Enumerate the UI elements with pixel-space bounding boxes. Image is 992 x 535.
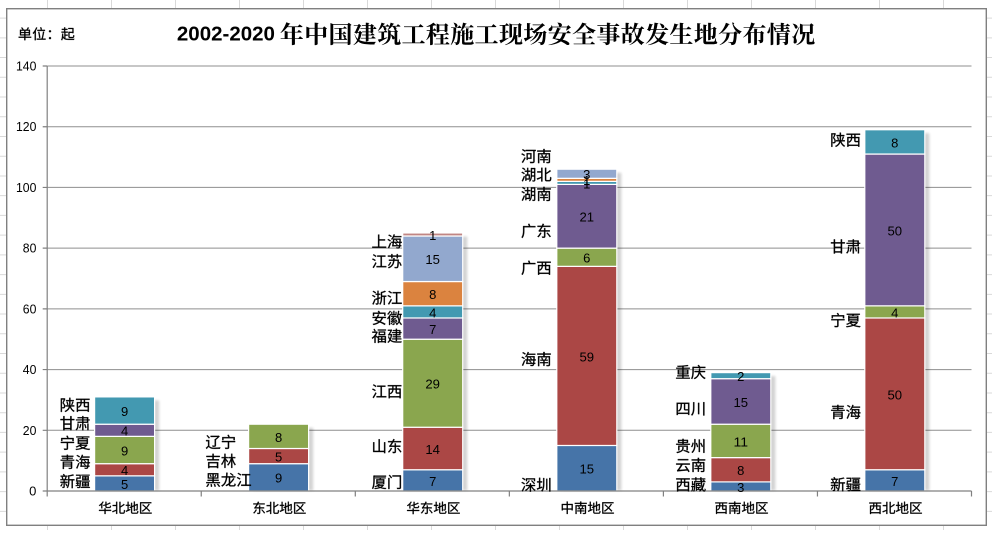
svg-text:15: 15 bbox=[734, 395, 749, 410]
svg-text:2: 2 bbox=[737, 369, 744, 384]
svg-text:7: 7 bbox=[429, 474, 436, 489]
svg-text:15: 15 bbox=[425, 252, 440, 267]
svg-text:9: 9 bbox=[121, 404, 128, 419]
svg-text:4: 4 bbox=[121, 463, 128, 478]
svg-text:1: 1 bbox=[429, 228, 436, 243]
svg-text:5: 5 bbox=[121, 477, 128, 492]
svg-text:9: 9 bbox=[275, 471, 282, 486]
svg-text:21: 21 bbox=[580, 210, 595, 225]
svg-text:8: 8 bbox=[275, 430, 282, 445]
svg-text:1: 1 bbox=[583, 176, 590, 191]
svg-text:3: 3 bbox=[737, 480, 744, 495]
svg-text:140: 140 bbox=[16, 59, 36, 74]
svg-text:8: 8 bbox=[429, 287, 436, 302]
svg-text:9: 9 bbox=[121, 443, 128, 458]
svg-text:50: 50 bbox=[888, 223, 903, 238]
svg-text:15: 15 bbox=[580, 462, 595, 477]
svg-text:7: 7 bbox=[429, 322, 436, 337]
svg-text:11: 11 bbox=[734, 434, 749, 449]
svg-text:20: 20 bbox=[23, 423, 37, 438]
svg-text:6: 6 bbox=[583, 251, 590, 266]
svg-text:4: 4 bbox=[891, 305, 898, 320]
svg-text:4: 4 bbox=[121, 424, 128, 439]
svg-text:2002-2020: 2002-2020 bbox=[177, 23, 275, 46]
svg-text:1: 1 bbox=[583, 173, 590, 188]
svg-text:120: 120 bbox=[16, 119, 36, 134]
svg-text:7: 7 bbox=[891, 474, 898, 489]
svg-text:3: 3 bbox=[583, 167, 590, 182]
svg-text:50: 50 bbox=[888, 387, 903, 402]
svg-text:8: 8 bbox=[737, 463, 744, 478]
svg-text:8: 8 bbox=[891, 135, 898, 150]
svg-text:40: 40 bbox=[23, 362, 37, 377]
svg-text:60: 60 bbox=[23, 301, 37, 316]
svg-text:4: 4 bbox=[429, 305, 436, 320]
svg-text:80: 80 bbox=[23, 241, 37, 256]
svg-text:5: 5 bbox=[275, 450, 282, 465]
svg-text:0: 0 bbox=[29, 484, 36, 499]
svg-text:100: 100 bbox=[16, 180, 36, 195]
svg-text:14: 14 bbox=[425, 442, 440, 457]
svg-text:59: 59 bbox=[580, 349, 595, 364]
svg-text:29: 29 bbox=[425, 377, 440, 392]
